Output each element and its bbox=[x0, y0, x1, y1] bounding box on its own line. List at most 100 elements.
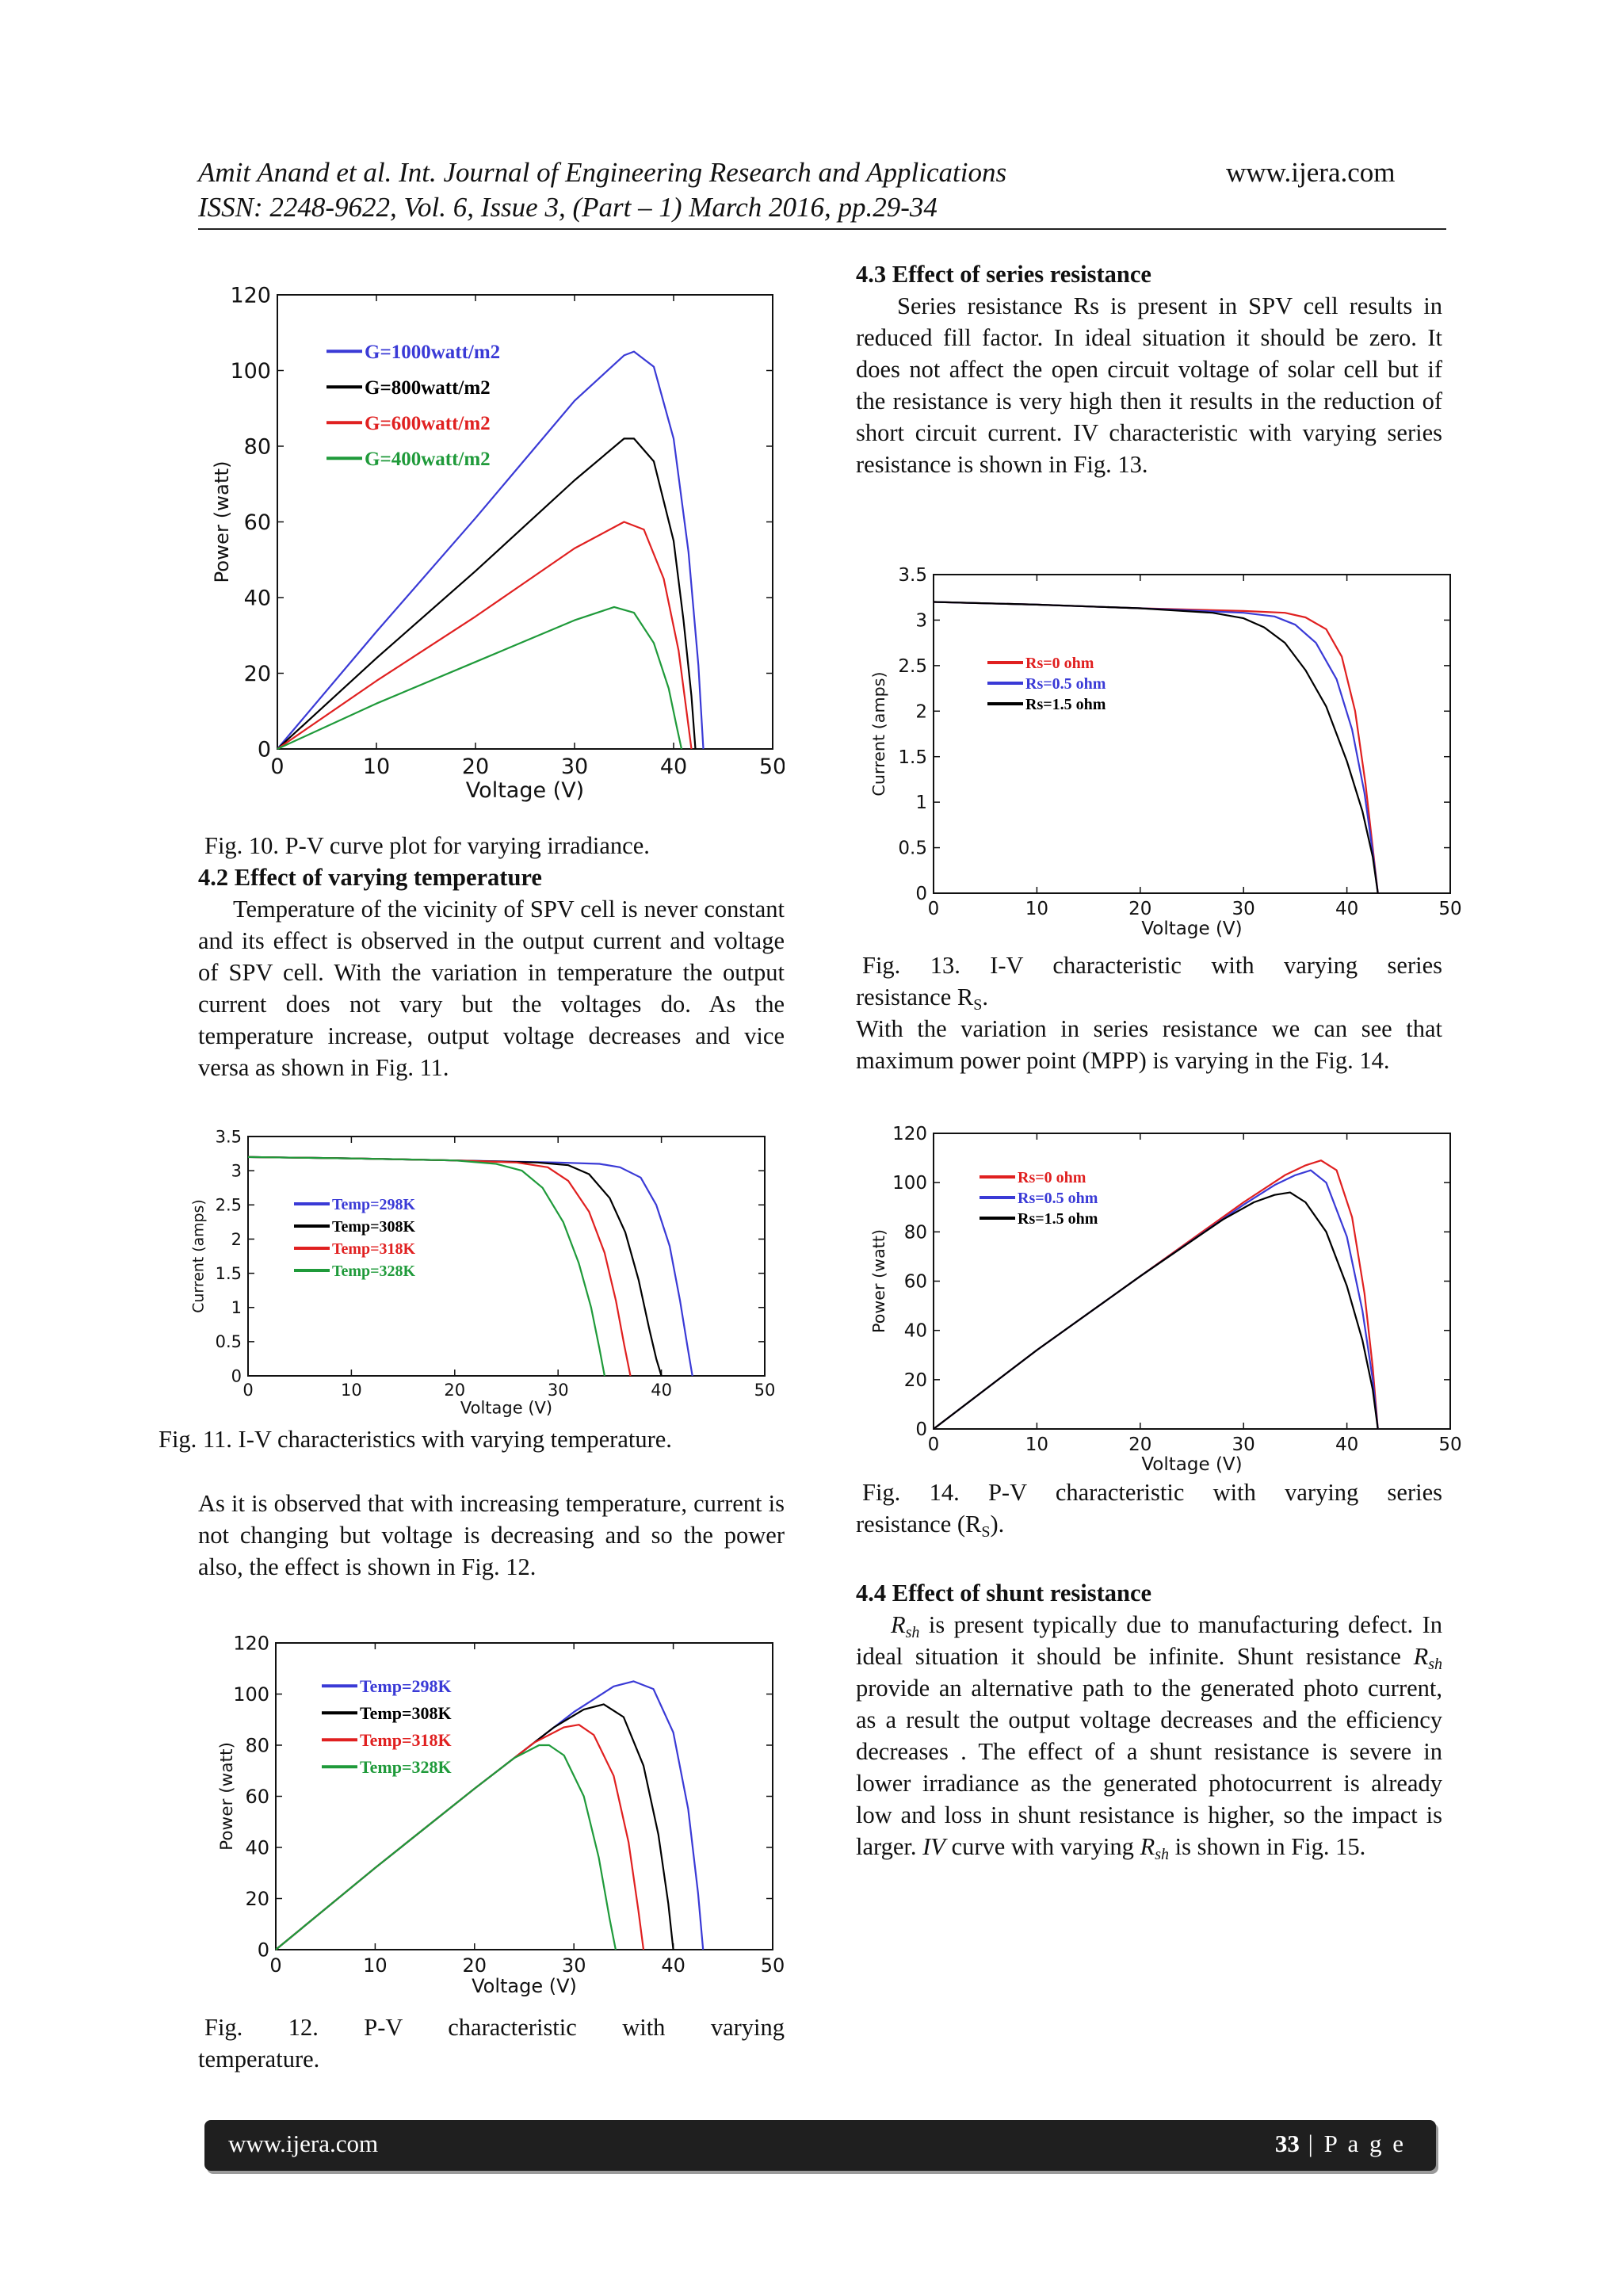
x-tick-label: 0 bbox=[928, 899, 940, 919]
y-tick-label: 1.5 bbox=[216, 1264, 242, 1283]
y-tick-label: 3.5 bbox=[216, 1127, 242, 1146]
mpp-paragraph: With the variation in series resistance … bbox=[856, 1015, 1442, 1074]
running-header-journal: Amit Anand et al. Int. Journal of Engine… bbox=[198, 157, 1007, 188]
fig14-caption-text: resistance (R bbox=[856, 1511, 982, 1538]
x-tick-label: 10 bbox=[363, 755, 390, 779]
x-tick-label: 20 bbox=[462, 755, 489, 779]
section-4-2-body: Temperature of the vicinity of SPV cell … bbox=[198, 896, 785, 1081]
x-tick-label: 40 bbox=[1335, 1435, 1358, 1455]
series-line bbox=[277, 437, 697, 750]
y-axis-label: Power (watt) bbox=[217, 1742, 237, 1851]
fig13-caption-end: . bbox=[982, 984, 988, 1010]
legend-label: Temp=308K bbox=[332, 1218, 416, 1236]
legend-label: Rs=0.5 ohm bbox=[1025, 675, 1106, 693]
section-4-4-segment: provide an alternative path to the gener… bbox=[856, 1675, 1442, 1860]
x-tick-label: 30 bbox=[1232, 899, 1255, 919]
y-tick-label: 40 bbox=[244, 586, 271, 610]
x-axis-label: Voltage (V) bbox=[472, 1975, 577, 1997]
section-4-4-segment: IV bbox=[922, 1833, 945, 1860]
fig12-caption-line2: temperature. bbox=[198, 2046, 320, 2073]
y-tick-label: 100 bbox=[892, 1173, 927, 1194]
fig10-chart: 0 10 20 30 40 50 0 20 40 60 80 100 120 Voltage (V) Pow… bbox=[210, 283, 785, 803]
section-4-4-segment: R bbox=[891, 1611, 906, 1638]
y-tick-label: 1 bbox=[915, 793, 927, 813]
x-tick-label: 20 bbox=[444, 1381, 465, 1400]
y-tick-label: 80 bbox=[245, 1734, 269, 1756]
fig11-chart: 0 10 20 30 40 50 0 0.5 1 1.5 2 2.5 3 3.5 Voltage (V) Cu… bbox=[189, 1127, 775, 1417]
x-tick-label: 0 bbox=[928, 1435, 940, 1455]
series-line bbox=[933, 601, 1379, 894]
x-axis-label: Voltage (V) bbox=[460, 1398, 552, 1417]
series-line bbox=[247, 1156, 605, 1377]
legend-label: Temp=298K bbox=[332, 1196, 416, 1213]
legend-label: G=800watt/m2 bbox=[365, 377, 491, 399]
legend-label: Rs=1.5 ohm bbox=[1018, 1210, 1098, 1228]
y-tick-label: 3.5 bbox=[898, 565, 927, 586]
x-tick-label: 40 bbox=[1335, 899, 1358, 919]
legend-label: Temp=298K bbox=[360, 1676, 452, 1696]
y-tick-label: 0.5 bbox=[898, 839, 927, 859]
y-tick-label: 0 bbox=[258, 737, 271, 762]
y-tick-label: 120 bbox=[233, 1632, 269, 1654]
x-tick-label: 10 bbox=[341, 1381, 362, 1400]
y-tick-label: 80 bbox=[904, 1222, 927, 1243]
fig11-caption: Fig. 11. I-V characteristics with varyin… bbox=[158, 1426, 672, 1453]
y-tick-label: 2.5 bbox=[898, 656, 927, 677]
y-tick-label: 0.5 bbox=[216, 1332, 242, 1351]
y-tick-label: 1 bbox=[231, 1298, 242, 1317]
page-label: | P a g e bbox=[1299, 2130, 1406, 2157]
plot-area bbox=[933, 574, 1451, 894]
y-tick-label: 0 bbox=[258, 1939, 269, 1961]
x-tick-label: 30 bbox=[562, 1954, 586, 1977]
plot-area bbox=[247, 1136, 766, 1377]
y-tick-label: 2 bbox=[231, 1230, 242, 1249]
temperature-effect-paragraph: As it is observed that with increasing t… bbox=[198, 1490, 785, 1580]
fig14-caption-end: ). bbox=[990, 1511, 1005, 1538]
x-tick-label: 20 bbox=[1128, 899, 1151, 919]
fig10-caption: Fig. 10. P-V curve plot for varying irra… bbox=[204, 832, 650, 859]
x-tick-label: 0 bbox=[270, 755, 284, 779]
section-4-3-title: 4.3 Effect of series resistance bbox=[856, 261, 1151, 288]
y-axis-label: Power (watt) bbox=[210, 461, 233, 583]
fig12-chart: 0 10 20 30 40 50 0 20 40 60 80 100 120 Voltage (V) Pow… bbox=[217, 1632, 785, 1997]
y-tick-label: 0 bbox=[231, 1366, 242, 1385]
y-tick-label: 40 bbox=[245, 1836, 269, 1859]
x-tick-label: 20 bbox=[463, 1954, 487, 1977]
y-tick-label: 20 bbox=[904, 1370, 927, 1391]
series-line bbox=[933, 1191, 1379, 1430]
x-tick-label: 40 bbox=[651, 1381, 672, 1400]
x-tick-label: 30 bbox=[561, 755, 588, 779]
x-axis-label: Voltage (V) bbox=[466, 778, 584, 803]
fig13-caption-text: resistance R bbox=[856, 984, 974, 1010]
section-4-3-body: Series resistance Rs is present in SPV c… bbox=[856, 292, 1442, 478]
legend-label: Rs=0 ohm bbox=[1025, 655, 1094, 672]
section-4-4-body: Rsh is present typically due to manufact… bbox=[856, 1609, 1442, 1862]
y-tick-label: 2 bbox=[915, 701, 927, 722]
section-4-4-segment: is shown in Fig. 15. bbox=[1169, 1833, 1366, 1860]
y-tick-label: 0 bbox=[915, 884, 927, 904]
section-4-4-segment: R bbox=[1413, 1643, 1429, 1670]
y-tick-label: 20 bbox=[245, 1888, 269, 1910]
legend-label: Temp=318K bbox=[332, 1240, 416, 1258]
y-tick-label: 3 bbox=[231, 1161, 242, 1180]
legend-label: Temp=328K bbox=[332, 1263, 416, 1280]
running-header-issn: ISSN: 2248-9622, Vol. 6, Issue 3, (Part … bbox=[198, 192, 938, 223]
x-tick-label: 40 bbox=[660, 755, 687, 779]
x-tick-label: 50 bbox=[1438, 1435, 1461, 1455]
section-4-4-segment: sh bbox=[905, 1624, 920, 1641]
x-tick-label: 50 bbox=[759, 755, 785, 779]
series-line bbox=[277, 350, 705, 750]
x-tick-label: 10 bbox=[363, 1954, 388, 1977]
y-axis-label: Current (amps) bbox=[869, 671, 888, 796]
y-tick-label: 100 bbox=[230, 359, 271, 384]
fig13-caption-line1: Fig. 13. I-V characteristic with varying… bbox=[862, 952, 1442, 979]
plot-area bbox=[275, 1642, 773, 1950]
fig14-caption-subscript: S bbox=[981, 1523, 991, 1541]
x-tick-label: 10 bbox=[1025, 899, 1048, 919]
fig14-caption-line1: Fig. 14. P-V characteristic with varying… bbox=[862, 1479, 1442, 1506]
legend-label: Temp=308K bbox=[360, 1703, 452, 1723]
fig13-caption-line2: resistance RS. bbox=[856, 981, 1442, 1013]
page-footer: www.ijera.com 33 | P a g e bbox=[204, 2120, 1436, 2171]
fig14-caption-line2: resistance (RS). bbox=[856, 1508, 1442, 1540]
y-tick-label: 40 bbox=[904, 1321, 927, 1342]
